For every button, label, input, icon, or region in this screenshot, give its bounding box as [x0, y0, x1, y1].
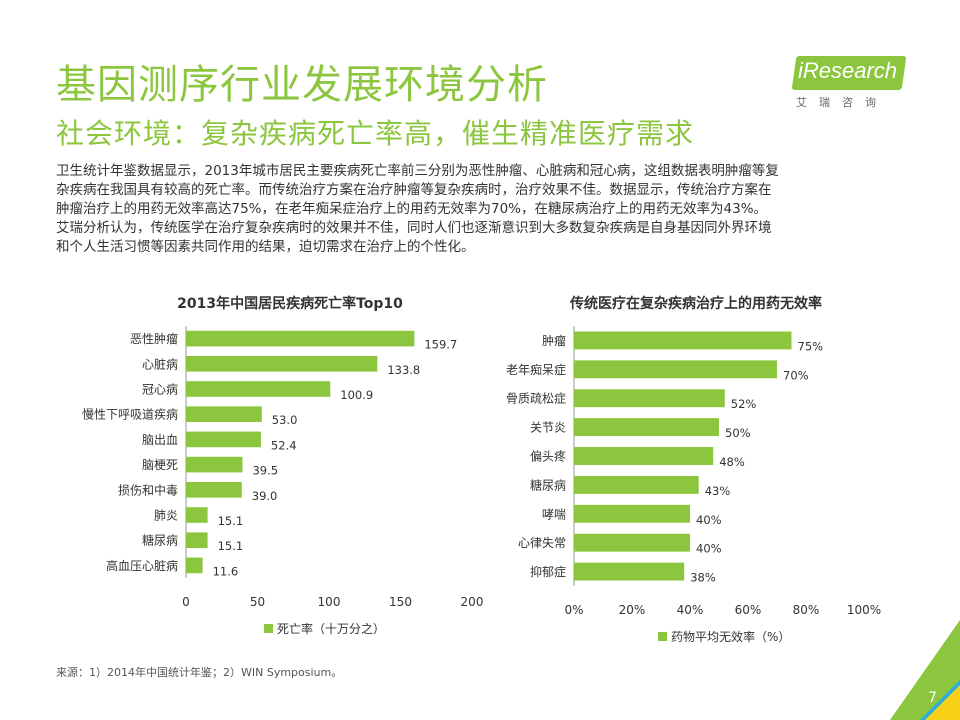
category-label: 糖尿病 [142, 533, 178, 548]
deco-green-shape [890, 620, 960, 720]
legend-label: 药物平均无效率（%） [671, 629, 790, 644]
chart-title: 传统医疗在复杂疾病治疗上的用药无效率 [569, 295, 822, 312]
bar [186, 532, 208, 549]
legend-swatch [264, 624, 273, 633]
bar [186, 406, 262, 423]
bar [186, 330, 415, 347]
tick-label: 0% [564, 603, 583, 617]
category-label: 骨质疏松症 [506, 391, 566, 406]
bar [574, 389, 725, 408]
data-label: 100.9 [340, 388, 373, 402]
bar [574, 331, 792, 350]
paragraph-line: 杂疾病在我国具有较高的死亡率。而传统治疗方案在治疗肿瘤等复杂疾病时，治疗效果不佳… [56, 182, 772, 198]
category-label: 关节炎 [530, 421, 566, 435]
data-label: 39.0 [252, 489, 278, 503]
data-label: 38% [690, 571, 716, 585]
paragraph-line: 肿瘤治疗上的用药无效率高达75%，在老年痴呆症治疗上的用药无效率为70%，在糖尿… [56, 201, 768, 217]
bar [574, 504, 690, 523]
data-label: 15.1 [218, 539, 244, 553]
tick-label: 60% [735, 603, 762, 617]
mortality-chart: 2013年中国居民疾病死亡率Top10 恶性肿瘤 159.7 心脏病 133.8 冠心病 1… [82, 295, 484, 636]
iresearch-logo: iResearch 艾瑞咨询 [790, 56, 920, 116]
page-subtitle: 社会环境：复杂疾病死亡率高，催生精准医疗需求 [56, 117, 695, 150]
category-label: 慢性下呼吸道疾病 [82, 407, 178, 422]
data-label: 43% [705, 484, 731, 498]
chart-title: 2013年中国居民疾病死亡率Top10 [177, 295, 403, 312]
tick-label: 40% [677, 603, 704, 617]
bar [186, 507, 208, 523]
deco-yellow-shape [925, 685, 960, 720]
logo-cn-text: 艾瑞咨询 [796, 96, 888, 109]
category-label: 高血压心脏病 [106, 558, 178, 573]
category-label: 脑出血 [142, 433, 178, 447]
bar [574, 418, 719, 437]
data-label: 40% [696, 542, 722, 556]
source-note: 来源：1）2014年中国统计年鉴；2）WIN Symposium。 [56, 666, 343, 679]
category-label: 抑郁症 [530, 564, 566, 579]
data-label: 53.0 [272, 413, 298, 427]
data-label: 52.4 [271, 438, 297, 452]
tick-label: 50 [250, 595, 265, 609]
bar [186, 355, 378, 372]
bar [574, 360, 777, 379]
tick-label: 100% [847, 603, 881, 617]
page-title: 基因测序行业发展环境分析 [56, 62, 548, 108]
tick-label: 150 [389, 595, 412, 609]
bar [574, 562, 685, 581]
bar [186, 381, 331, 397]
data-label: 52% [731, 397, 757, 411]
bar [574, 475, 699, 494]
paragraph-line: 和个人生活习惯等因素共同作用的结果，迫切需求在治疗上的个性化。 [56, 239, 475, 255]
category-label: 损伤和中毒 [118, 482, 178, 497]
tick-label: 0 [182, 595, 190, 609]
data-label: 39.5 [252, 464, 278, 478]
bar [574, 447, 714, 465]
category-label: 心脏病 [142, 356, 178, 371]
tick-label: 80% [793, 603, 820, 617]
legend-swatch [658, 632, 667, 641]
data-label: 15.1 [218, 514, 244, 528]
data-label: 48% [719, 455, 745, 469]
paragraph-line: 卫生统计年鉴数据显示，2013年城市居民主要疾病死亡率前三分别为恶性肿瘤、心脏病… [56, 163, 779, 179]
legend-label: 死亡率（十万分之） [277, 621, 385, 636]
category-label: 肺炎 [154, 509, 178, 523]
bar [574, 533, 690, 552]
data-label: 75% [798, 339, 824, 353]
data-label: 70% [783, 368, 809, 382]
data-label: 11.6 [213, 564, 239, 578]
category-label: 老年痴呆症 [506, 362, 566, 377]
page-number: 7 [928, 690, 937, 706]
category-label: 哮喘 [542, 507, 566, 521]
data-label: 50% [725, 426, 751, 440]
category-label: 脑梗死 [142, 457, 178, 472]
tick-label: 200 [461, 595, 484, 609]
bar [186, 456, 243, 473]
data-label: 40% [696, 513, 722, 527]
description-paragraph: 卫生统计年鉴数据显示，2013年城市居民主要疾病死亡率前三分别为恶性肿瘤、心脏病… [56, 162, 916, 257]
category-label: 肿瘤 [542, 333, 566, 348]
category-label: 心律失常 [518, 535, 566, 550]
corner-decoration [890, 620, 960, 720]
paragraph-line: 艾瑞分析认为，传统医学在治疗复杂疾病时的效果并不佳，同时人们也逐渐意识到大多数复… [56, 220, 772, 236]
bar [186, 431, 261, 448]
category-label: 恶性肿瘤 [130, 331, 178, 346]
tick-label: 100 [318, 595, 341, 609]
bar [186, 481, 242, 498]
category-label: 偏头疼 [530, 449, 566, 464]
bar [186, 557, 203, 574]
tick-label: 20% [619, 603, 646, 617]
category-label: 糖尿病 [530, 477, 566, 492]
category-label: 冠心病 [142, 382, 178, 397]
logo-text: iResearch [798, 58, 898, 83]
data-label: 133.8 [387, 363, 420, 377]
data-label: 159.7 [424, 338, 457, 352]
